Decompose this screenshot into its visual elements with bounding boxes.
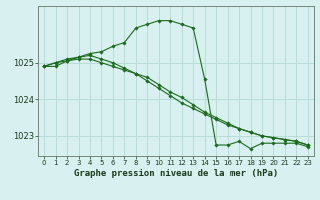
X-axis label: Graphe pression niveau de la mer (hPa): Graphe pression niveau de la mer (hPa) bbox=[74, 169, 278, 178]
